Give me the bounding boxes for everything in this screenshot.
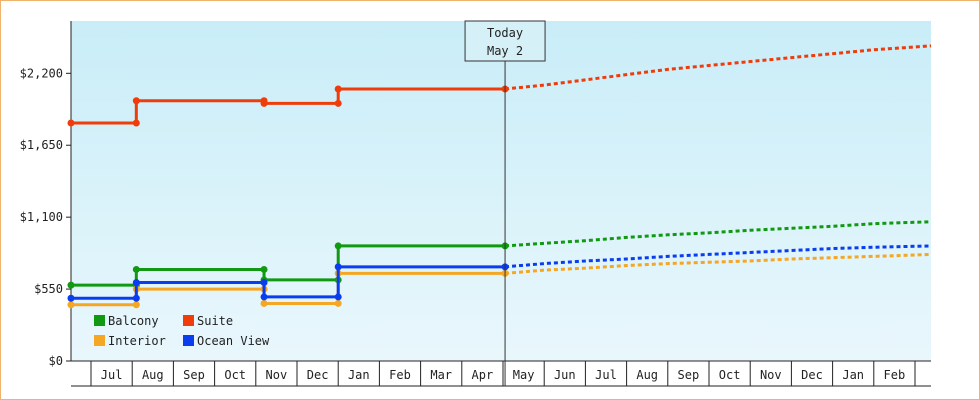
x-tick-label: Dec — [307, 368, 329, 382]
x-tick-label: Nov — [760, 368, 782, 382]
x-tick-label: Jan — [842, 368, 864, 382]
data-point — [334, 242, 342, 250]
data-point — [334, 293, 342, 301]
x-tick-label: Jan — [348, 368, 370, 382]
y-tick-label: $0 — [49, 354, 63, 368]
series-layer — [67, 44, 932, 309]
y-tick-label: $2,200 — [20, 66, 63, 80]
y-tick-label: $1,650 — [20, 138, 63, 152]
x-tick-label: Jun — [554, 368, 576, 382]
data-point — [132, 119, 140, 127]
x-tick-label: Feb — [884, 368, 906, 382]
series-suite — [67, 44, 932, 127]
x-tick-label: Sep — [678, 368, 700, 382]
today-label: Today — [487, 26, 523, 40]
data-point — [67, 119, 75, 127]
legend-swatch — [94, 315, 105, 326]
legend-label: Balcony — [108, 314, 159, 328]
x-tick-label: Sep — [183, 368, 205, 382]
legend-label: Ocean View — [197, 334, 270, 348]
plot-area — [71, 21, 931, 361]
legend-label: Interior — [108, 334, 166, 348]
x-tick-label: Aug — [142, 368, 164, 382]
data-point — [132, 301, 140, 309]
data-point — [67, 294, 75, 302]
data-point — [334, 85, 342, 93]
projection-line — [504, 252, 932, 275]
data-point — [132, 97, 140, 105]
x-tick-label: Jul — [101, 368, 123, 382]
x-tick-label: Nov — [266, 368, 288, 382]
data-point — [260, 279, 268, 287]
legend-item: Balcony — [94, 314, 159, 328]
x-tick-label: Aug — [636, 368, 658, 382]
data-point — [67, 281, 75, 289]
x-tick-label: Jul — [595, 368, 617, 382]
data-point — [334, 99, 342, 107]
legend-item: Ocean View — [183, 334, 270, 348]
legend: Balcony Suite Interior Ocean View — [94, 314, 270, 348]
series-ocean-view — [67, 244, 932, 302]
x-tick-label: Dec — [801, 368, 823, 382]
projection-line — [504, 44, 932, 91]
legend-label: Suite — [197, 314, 233, 328]
x-axis: Jul Aug Sep Oct Nov Dec Jan Feb Mar Apr May Jun Jul A… — [71, 361, 931, 387]
x-tick-label: Mar — [430, 368, 452, 382]
data-point — [132, 294, 140, 302]
x-tick-label: May — [513, 368, 535, 382]
legend-swatch — [94, 335, 105, 346]
projection-line — [504, 244, 932, 269]
y-tick-label: $550 — [34, 282, 63, 296]
today-date: May 2 — [487, 44, 523, 58]
data-point — [260, 293, 268, 301]
x-tick-label: Apr — [472, 368, 494, 382]
legend-item: Interior — [94, 334, 166, 348]
x-tick-label: Oct — [224, 368, 246, 382]
legend-swatch — [183, 335, 194, 346]
x-tick-label: Oct — [719, 368, 741, 382]
data-point — [132, 265, 140, 273]
data-point — [132, 279, 140, 287]
today-marker: Today May 2 — [464, 20, 546, 386]
x-tick-label: Feb — [389, 368, 411, 382]
data-point — [260, 299, 268, 307]
y-tick-label: $1,100 — [20, 210, 63, 224]
data-point — [260, 99, 268, 107]
today-box — [464, 20, 546, 62]
data-point — [260, 265, 268, 273]
data-point — [67, 301, 75, 309]
data-point — [334, 263, 342, 271]
data-point — [334, 299, 342, 307]
legend-item: Suite — [183, 314, 233, 328]
projection-line — [504, 220, 932, 248]
legend-swatch — [183, 315, 194, 326]
